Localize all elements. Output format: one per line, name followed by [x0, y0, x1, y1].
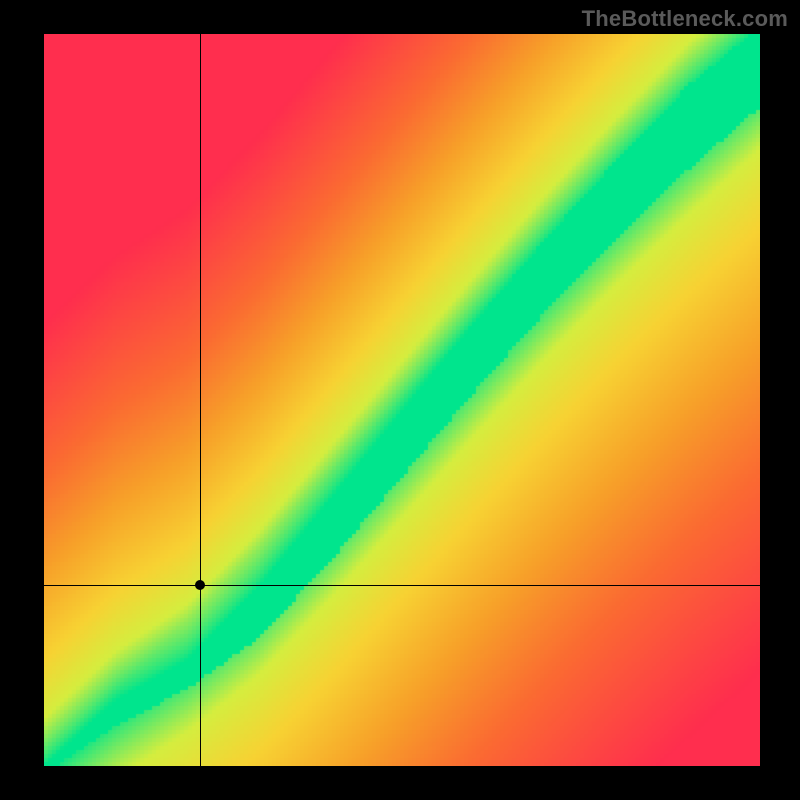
crosshair-horizontal: [44, 585, 760, 586]
heatmap-canvas: [44, 34, 760, 766]
chart-container: TheBottleneck.com: [0, 0, 800, 800]
watermark-label: TheBottleneck.com: [582, 6, 788, 32]
heatmap-plot: [44, 34, 760, 766]
crosshair-vertical: [200, 34, 201, 766]
